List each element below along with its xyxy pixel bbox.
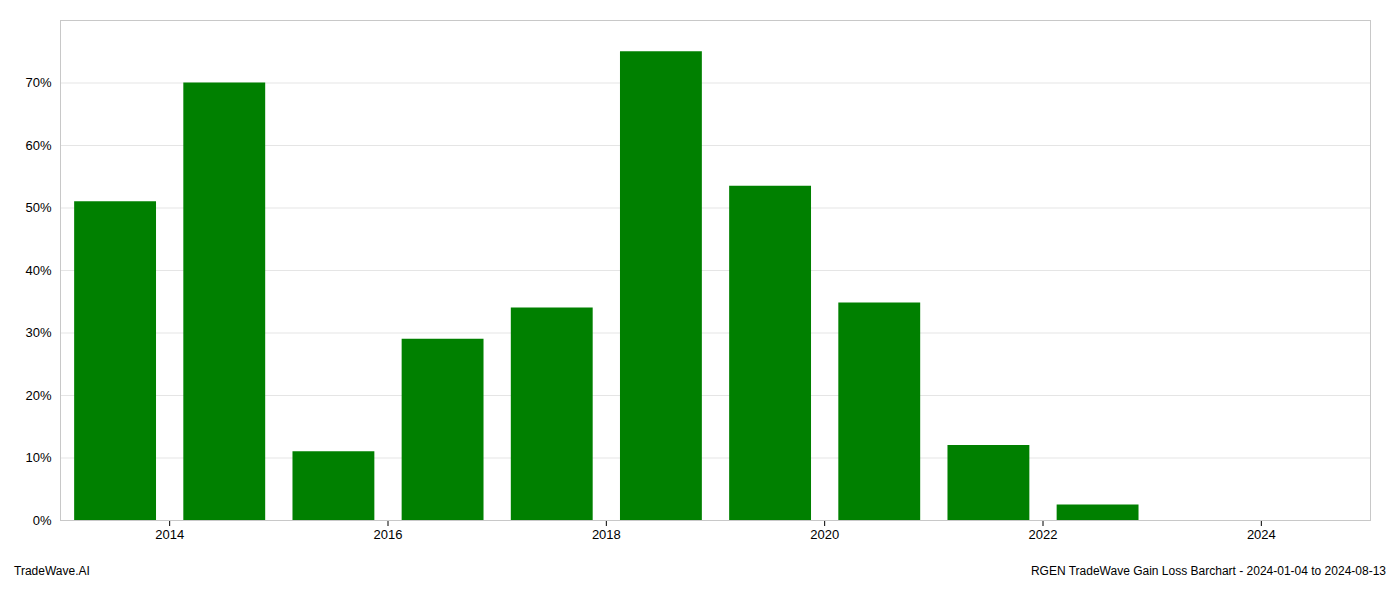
svg-text:10%: 10% — [25, 450, 51, 465]
svg-text:70%: 70% — [25, 75, 51, 90]
svg-text:0%: 0% — [33, 513, 52, 528]
svg-text:30%: 30% — [25, 325, 51, 340]
svg-text:50%: 50% — [25, 200, 51, 215]
svg-text:2022: 2022 — [1029, 527, 1058, 542]
svg-text:40%: 40% — [25, 263, 51, 278]
svg-text:2016: 2016 — [374, 527, 403, 542]
svg-text:20%: 20% — [25, 388, 51, 403]
html-text:RGEN TradeWave Gain Loss Barch: RGEN TradeWave Gain Loss Barchart - 2024… — [1030, 564, 1386, 578]
svg-text:2020: 2020 — [810, 527, 839, 542]
svg-text:2014: 2014 — [155, 527, 184, 542]
html-text:TradeWave.AI: TradeWave.AI — [14, 564, 90, 578]
svg-text:2018: 2018 — [592, 527, 621, 542]
svg-text:2024: 2024 — [1247, 527, 1276, 542]
svg-text:60%: 60% — [25, 138, 51, 153]
